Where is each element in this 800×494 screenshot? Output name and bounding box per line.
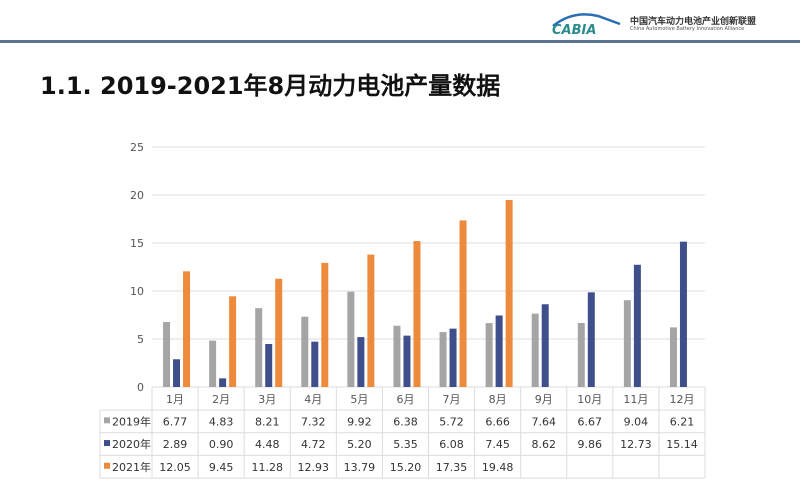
cabia-logo: CABIA: [552, 13, 621, 36]
legend-label: 2019年: [112, 414, 151, 428]
table-cell: 4.83: [209, 415, 234, 428]
table-cell: 6.66: [485, 415, 510, 428]
x-tick-label: 10月: [577, 393, 602, 406]
table-cell: 12.05: [159, 461, 191, 474]
bar-2021年: [321, 262, 329, 387]
bar-2019年: [255, 308, 263, 387]
table-cell: 8.62: [531, 438, 556, 451]
table-cell: 7.45: [485, 438, 510, 451]
x-tick-label: 3月: [258, 393, 276, 406]
bar-2021年: [367, 254, 375, 387]
x-tick-label: 5月: [350, 393, 368, 406]
bar-2020年: [679, 241, 687, 387]
y-tick-label: 10: [130, 285, 144, 298]
table-cell: 6.67: [578, 415, 603, 428]
bar-2021年: [459, 220, 467, 387]
table-cell: 17.35: [436, 461, 468, 474]
table-cell: 9.92: [347, 415, 372, 428]
table-cell: 5.72: [439, 415, 464, 428]
bar-2020年: [587, 292, 595, 387]
page-title: 1.1. 2019-2021年8月动力电池产量数据: [40, 72, 501, 100]
table-cell: 12.73: [620, 438, 652, 451]
bar-2020年: [173, 359, 181, 387]
header-divider: [0, 40, 800, 43]
table-cell: 15.14: [666, 438, 698, 451]
bar-2020年: [311, 341, 319, 387]
y-tick-label: 0: [137, 381, 144, 394]
x-tick-label: 12月: [669, 393, 694, 406]
table-cell: 6.08: [439, 438, 464, 451]
bar-2020年: [357, 337, 365, 387]
bar-2019年: [623, 300, 631, 387]
table-cell: 4.48: [255, 438, 280, 451]
bar-2019年: [531, 313, 539, 387]
table-cell: 6.21: [670, 415, 695, 428]
table-cell: 12.93: [298, 461, 330, 474]
bar-2021年: [505, 199, 513, 387]
bar-2020年: [403, 335, 411, 387]
header: [0, 0, 800, 40]
legend-label: 2021年: [112, 460, 151, 474]
x-tick-label: 1月: [166, 393, 184, 406]
org-name-cn: 中国汽车动力电池产业创新联盟: [630, 17, 757, 27]
bar-2020年: [265, 343, 273, 387]
bar-2019年: [393, 325, 401, 387]
table-cell: 6.77: [163, 415, 188, 428]
bar-2020年: [633, 264, 641, 387]
bar-2021年: [183, 271, 191, 387]
x-tick-label: 6月: [396, 393, 414, 406]
bar-2020年: [449, 328, 457, 387]
table-cell: 2.89: [163, 438, 188, 451]
table-cell: 13.79: [344, 461, 376, 474]
legend-swatch: [104, 440, 110, 447]
bar-2020年: [495, 315, 503, 387]
table-cell: 6.38: [393, 415, 418, 428]
bar-2019年: [209, 340, 217, 387]
x-tick-label: 2月: [212, 393, 230, 406]
bar-2019年: [485, 323, 493, 387]
table-cell: 7.64: [531, 415, 556, 428]
table-cell: 9.04: [624, 415, 649, 428]
bar-2019年: [577, 322, 585, 387]
table-cell: 9.45: [209, 461, 234, 474]
table-cell: 11.28: [251, 461, 283, 474]
x-tick-label: 11月: [623, 393, 648, 406]
table-cell: 9.86: [578, 438, 603, 451]
y-tick-label: 20: [130, 189, 144, 202]
bar-2019年: [439, 332, 447, 387]
svg-text:CABIA: CABIA: [552, 23, 596, 36]
table-cell: 4.72: [301, 438, 326, 451]
table-cell: 8.21: [255, 415, 280, 428]
bar-2019年: [669, 327, 677, 387]
table-cell: 19.48: [482, 461, 514, 474]
bar-2019年: [163, 322, 171, 387]
y-tick-label: 15: [130, 237, 144, 250]
x-tick-label: 4月: [304, 393, 322, 406]
x-tick-label: 7月: [443, 393, 461, 406]
bar-2021年: [413, 241, 421, 387]
legend-swatch: [104, 462, 110, 469]
table-cell: 15.20: [390, 461, 422, 474]
table-cell: 7.32: [301, 415, 326, 428]
bar-2020年: [219, 378, 227, 387]
bar-2021年: [229, 296, 237, 387]
y-tick-label: 25: [130, 141, 144, 154]
legend-label: 2020年: [112, 437, 151, 451]
table-cell: 0.90: [209, 438, 234, 451]
bar-2019年: [347, 291, 355, 387]
legend-swatch: [104, 417, 110, 424]
org-name-en: China Automotive Battery Innovation Alli…: [630, 26, 745, 32]
bar-2021年: [275, 278, 283, 387]
bar-2019年: [301, 316, 309, 387]
x-tick-label: 8月: [489, 393, 507, 406]
y-tick-label: 5: [137, 333, 144, 346]
table-cell: 5.20: [347, 438, 372, 451]
table-cell: 5.35: [393, 438, 418, 451]
x-tick-label: 9月: [535, 393, 553, 406]
bar-2020年: [541, 304, 549, 387]
